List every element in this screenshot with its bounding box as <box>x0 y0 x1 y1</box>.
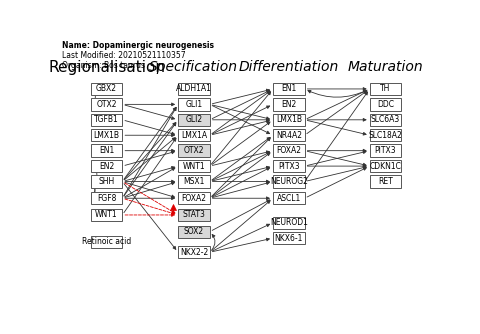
FancyBboxPatch shape <box>91 209 122 221</box>
Text: NKX2-2: NKX2-2 <box>180 248 208 257</box>
Text: GLI1: GLI1 <box>185 100 203 109</box>
Text: PITX3: PITX3 <box>375 146 396 155</box>
FancyBboxPatch shape <box>370 83 401 95</box>
Text: NKX6-1: NKX6-1 <box>275 233 303 242</box>
Text: CDKN1C: CDKN1C <box>370 162 401 171</box>
Text: Specification: Specification <box>149 60 239 74</box>
FancyBboxPatch shape <box>91 175 122 188</box>
FancyBboxPatch shape <box>273 129 305 141</box>
Text: ASCL1: ASCL1 <box>276 194 301 203</box>
Text: SLC6A3: SLC6A3 <box>371 115 400 124</box>
Text: LMX1B: LMX1B <box>94 131 120 140</box>
FancyBboxPatch shape <box>178 129 210 141</box>
Text: NEUROG2: NEUROG2 <box>270 177 308 186</box>
Text: NEUROD1: NEUROD1 <box>270 218 308 227</box>
Text: SLC18A2: SLC18A2 <box>369 131 402 140</box>
Text: OTX2: OTX2 <box>96 100 117 109</box>
FancyBboxPatch shape <box>370 114 401 126</box>
Text: Regionalisation: Regionalisation <box>48 59 165 74</box>
Text: Maturation: Maturation <box>348 60 423 74</box>
Text: FOXA2: FOXA2 <box>181 194 206 203</box>
Text: STAT3: STAT3 <box>182 210 205 219</box>
FancyBboxPatch shape <box>273 83 305 95</box>
FancyBboxPatch shape <box>91 160 122 172</box>
FancyBboxPatch shape <box>91 129 122 141</box>
FancyBboxPatch shape <box>370 175 401 188</box>
Text: ALDH1A1: ALDH1A1 <box>176 85 212 94</box>
FancyBboxPatch shape <box>178 114 210 126</box>
FancyBboxPatch shape <box>178 225 210 238</box>
FancyBboxPatch shape <box>178 209 210 221</box>
Text: EN1: EN1 <box>281 85 297 94</box>
Text: NR4A2: NR4A2 <box>276 131 302 140</box>
Text: EN1: EN1 <box>99 146 114 155</box>
FancyBboxPatch shape <box>178 83 210 95</box>
Text: DDC: DDC <box>377 100 394 109</box>
Text: FGF8: FGF8 <box>97 194 116 203</box>
FancyBboxPatch shape <box>273 145 305 157</box>
Text: Retinoic acid: Retinoic acid <box>82 237 131 246</box>
Text: LMX1B: LMX1B <box>276 115 302 124</box>
FancyBboxPatch shape <box>178 246 210 259</box>
FancyBboxPatch shape <box>178 192 210 204</box>
Text: SOX2: SOX2 <box>184 227 204 236</box>
FancyBboxPatch shape <box>91 192 122 204</box>
Text: SHH: SHH <box>98 177 115 186</box>
FancyBboxPatch shape <box>91 114 122 126</box>
Text: EN2: EN2 <box>99 162 114 171</box>
FancyBboxPatch shape <box>91 236 122 248</box>
Text: Differentiation: Differentiation <box>239 60 339 74</box>
FancyBboxPatch shape <box>178 160 210 172</box>
FancyBboxPatch shape <box>273 232 305 244</box>
Text: TH: TH <box>380 85 391 94</box>
Text: GBX2: GBX2 <box>96 85 117 94</box>
Text: WNT1: WNT1 <box>182 162 205 171</box>
FancyBboxPatch shape <box>370 129 401 141</box>
FancyBboxPatch shape <box>273 160 305 172</box>
Text: WNT1: WNT1 <box>95 210 118 219</box>
Text: FOXA2: FOXA2 <box>276 146 301 155</box>
Text: Name: Dopaminergic neurogenesis: Name: Dopaminergic neurogenesis <box>62 41 214 50</box>
Text: OTX2: OTX2 <box>184 146 204 155</box>
FancyBboxPatch shape <box>273 175 305 188</box>
Text: Organism: Bos taurus: Organism: Bos taurus <box>62 61 145 70</box>
FancyBboxPatch shape <box>178 98 210 111</box>
FancyBboxPatch shape <box>91 98 122 111</box>
Text: PITX3: PITX3 <box>278 162 300 171</box>
FancyBboxPatch shape <box>370 160 401 172</box>
FancyBboxPatch shape <box>273 192 305 204</box>
FancyBboxPatch shape <box>273 216 305 229</box>
FancyBboxPatch shape <box>273 98 305 111</box>
Text: LMX1A: LMX1A <box>181 131 207 140</box>
Text: TGFB1: TGFB1 <box>94 115 119 124</box>
FancyBboxPatch shape <box>91 83 122 95</box>
FancyBboxPatch shape <box>370 145 401 157</box>
FancyBboxPatch shape <box>178 145 210 157</box>
Text: EN2: EN2 <box>281 100 297 109</box>
Text: GLI2: GLI2 <box>185 115 203 124</box>
Text: RET: RET <box>378 177 393 186</box>
FancyBboxPatch shape <box>178 175 210 188</box>
Text: MSX1: MSX1 <box>183 177 204 186</box>
Text: Last Modified: 20210521110357: Last Modified: 20210521110357 <box>62 51 185 60</box>
FancyBboxPatch shape <box>370 98 401 111</box>
FancyBboxPatch shape <box>273 114 305 126</box>
FancyBboxPatch shape <box>91 145 122 157</box>
